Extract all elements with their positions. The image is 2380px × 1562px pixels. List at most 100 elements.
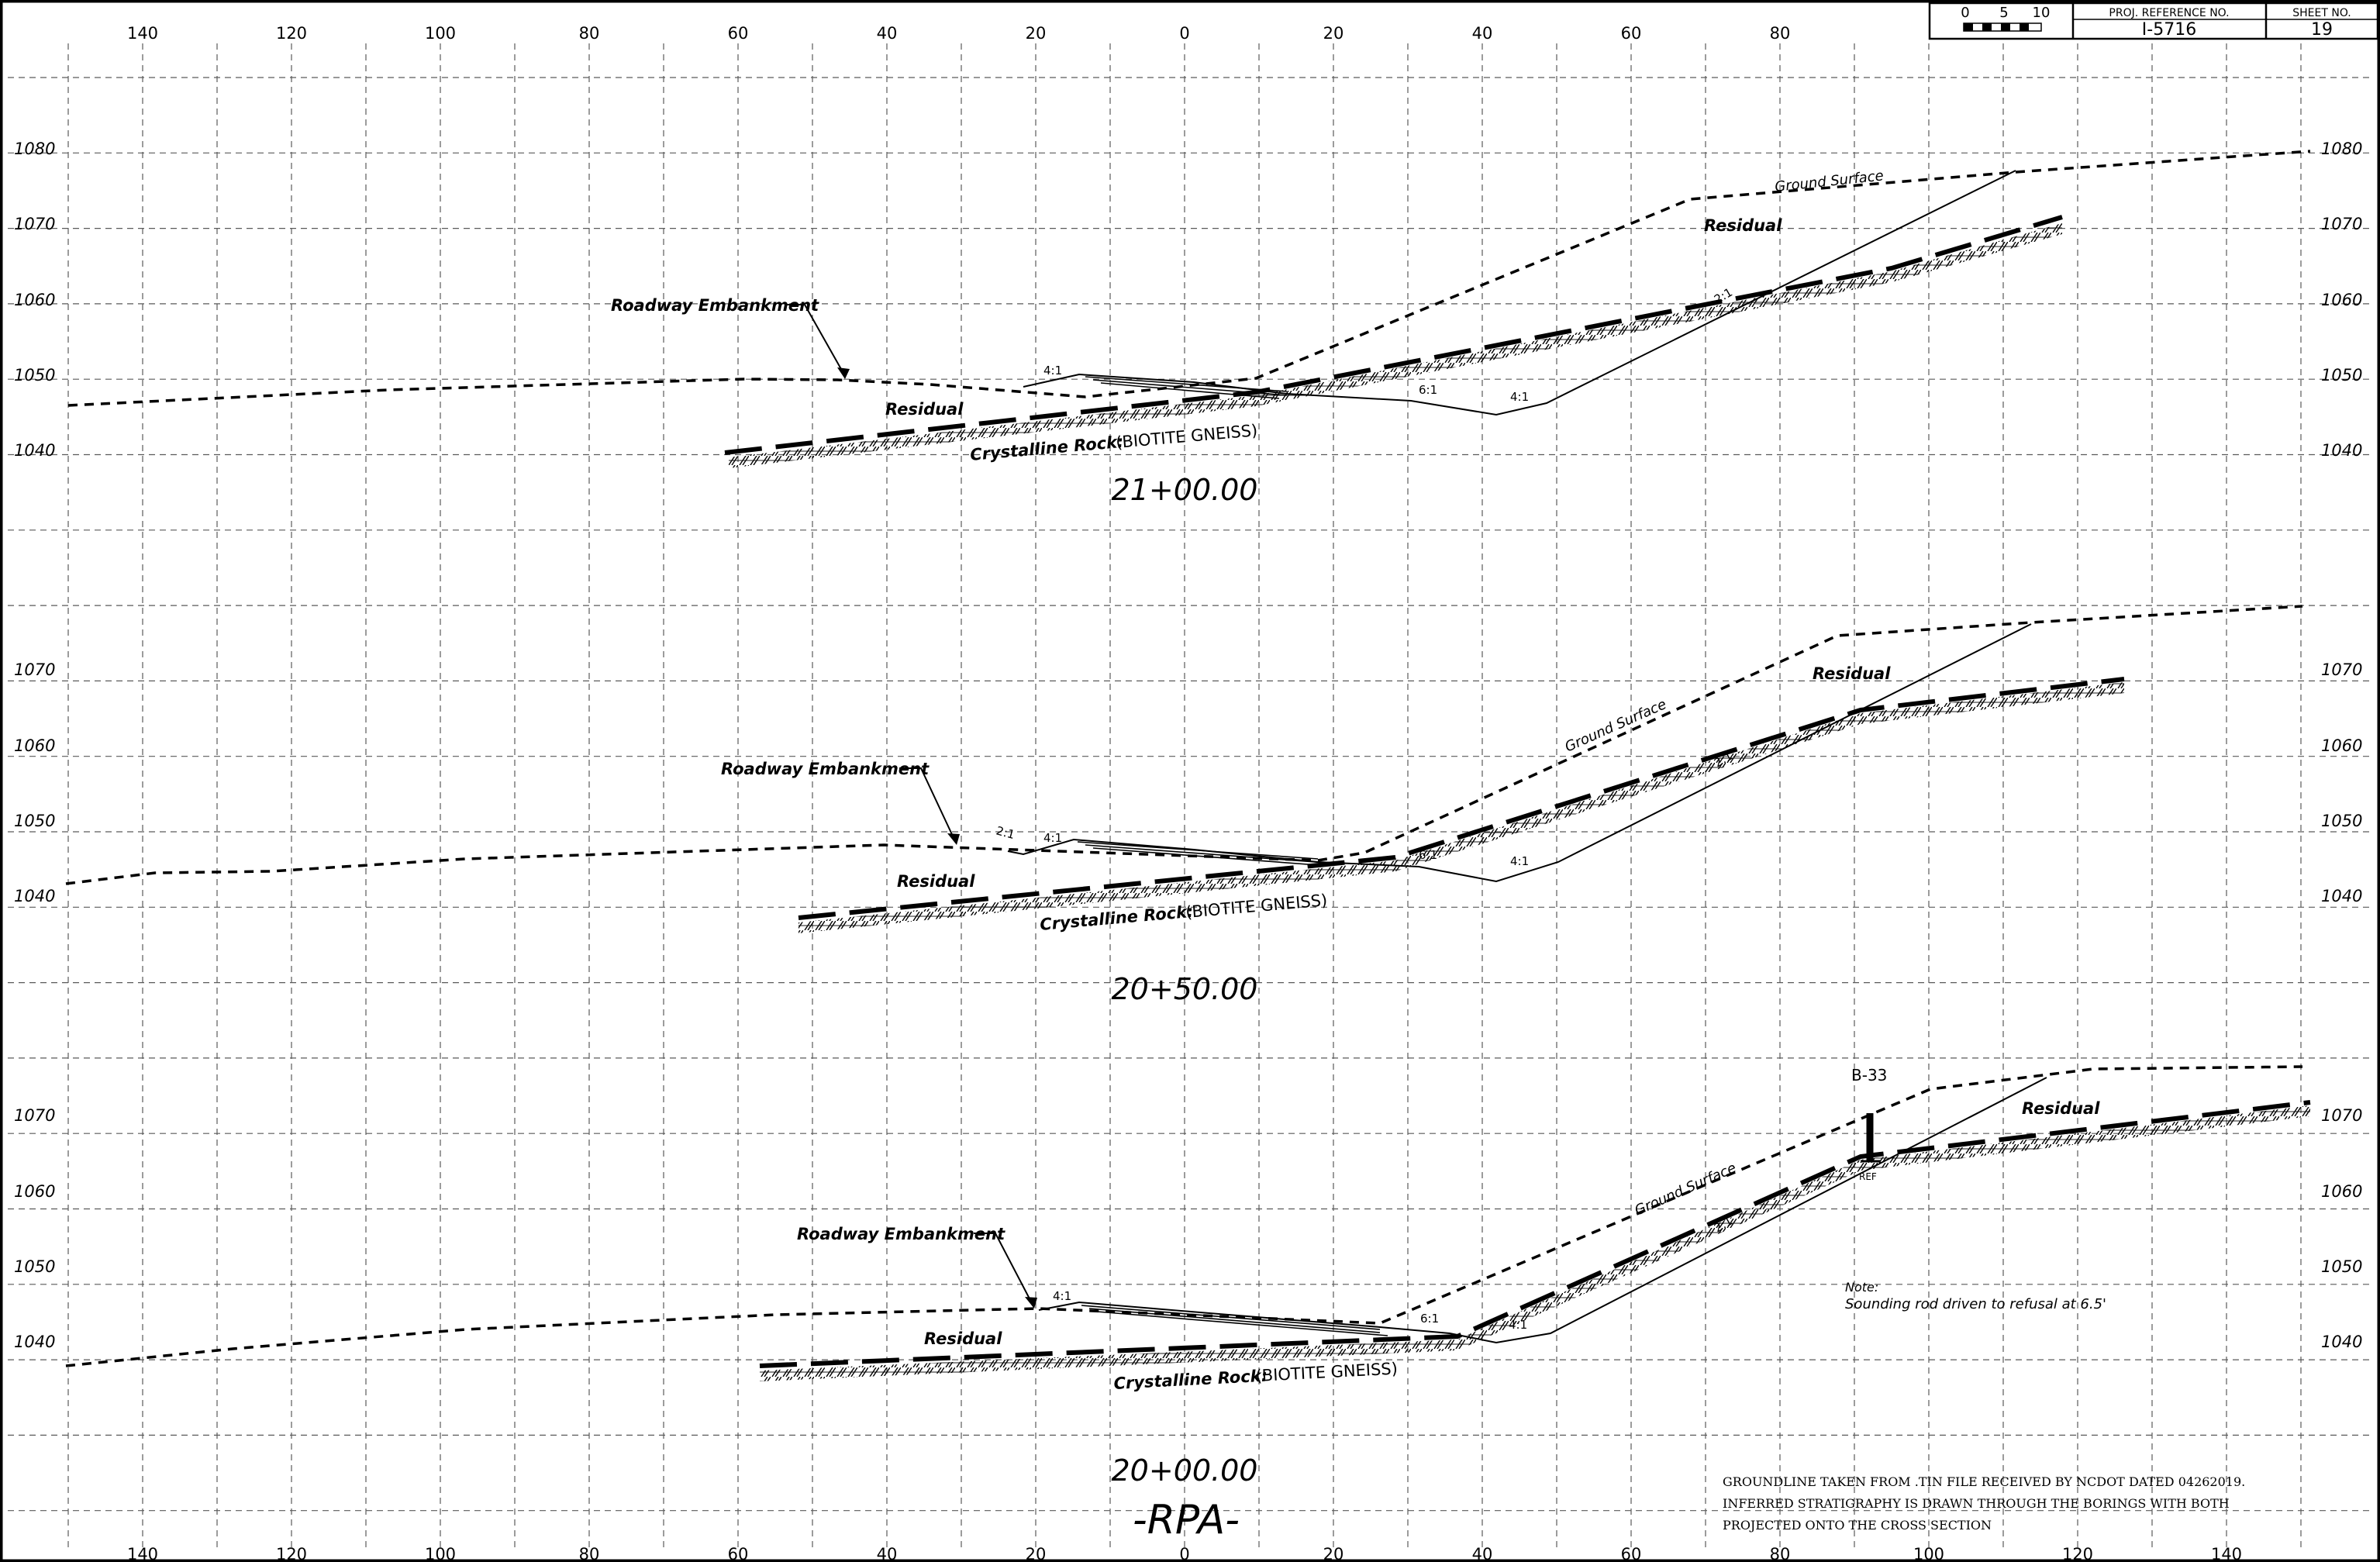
offset-label: 100	[425, 24, 456, 43]
footnote-line: PROJECTED ONTO THE CROSS SECTION	[1723, 1518, 1992, 1533]
station-label: 20+00.00	[1112, 1453, 1258, 1488]
roadway-embankment-label: Roadway Embankment	[611, 296, 819, 315]
leader-arrowhead	[837, 367, 850, 379]
ground-surface-label: Ground Surface	[1774, 167, 1884, 195]
offset-label: 60	[1621, 1545, 1642, 1562]
elevation-label-right: 1050	[2321, 366, 2362, 384]
offset-label: 80	[1770, 1545, 1791, 1562]
slope-label: 6:1	[1420, 1312, 1439, 1326]
boring-ref-label: REF	[1859, 1171, 1877, 1182]
residual-label: Residual	[924, 1329, 1002, 1348]
alignment-label: -RPA-	[1133, 1497, 1240, 1543]
elevation-label-right: 1070	[2321, 215, 2362, 233]
offset-label: 40	[877, 24, 898, 43]
elevation-label-left: 1040	[14, 1333, 55, 1351]
offset-label: 60	[728, 24, 749, 43]
roadway-embankment-label: Roadway Embankment	[797, 1225, 1005, 1243]
top-of-rock-line	[798, 677, 2125, 920]
offset-label: 40	[1472, 24, 1493, 43]
elevation-labels: 1080 1070 1060 1050 1040 1080 1070 1060 …	[14, 140, 2362, 460]
title-block: 0 5 10 PROJ. REFERENCE NO. I-5716 SHEET …	[1928, 2, 2379, 40]
rock-type-label: (BIOTITE GNEISS)	[1255, 1359, 1398, 1385]
elevation-label-left: 1070	[14, 215, 55, 233]
offset-label: 120	[276, 24, 307, 43]
elevation-label-left: 1070	[14, 1106, 55, 1125]
rock-hatch-band	[729, 223, 2062, 468]
pavement-layers	[1077, 841, 1326, 866]
elevation-label-left: 1050	[14, 812, 55, 830]
slope-label: 6:1	[1419, 848, 1437, 862]
ground-surface-line	[65, 1065, 2303, 1367]
offset-label: 0	[1179, 24, 1189, 43]
offset-label: 60	[728, 1545, 749, 1562]
slope-label: 4:1	[1509, 1318, 1527, 1332]
offset-label: 80	[1770, 24, 1791, 43]
elevation-label-right: 1050	[2321, 1257, 2362, 1276]
elevation-label-left: 1070	[14, 660, 55, 679]
offset-label: 80	[579, 1545, 600, 1562]
ground-surface-label: Ground Surface	[1632, 1160, 1738, 1219]
section-21-00: 1080 1070 1060 1050 1040 1080 1070 1060 …	[14, 140, 2362, 507]
elevation-label-right: 1070	[2321, 660, 2362, 679]
proj-ref-label: PROJ. REFERENCE NO.	[2109, 7, 2229, 19]
offset-label: 140	[2211, 1545, 2242, 1562]
ground-surface-label: Ground Surface	[1562, 696, 1668, 755]
offset-axis-top: 140 120 100 80 60 40 20 0 20 40 60 80	[127, 24, 1790, 43]
offset-axis-bottom: 140 120 100 80 60 40 20 0 20 40 60 80 10…	[127, 1545, 2242, 1562]
elevation-label-right: 1080	[2321, 140, 2362, 158]
top-of-rock-line	[724, 215, 2063, 455]
footnotes: GROUNDLINE TAKEN FROM .TIN FILE RECEIVED…	[1723, 1474, 2245, 1533]
elevation-labels: 1070 1060 1050 1040 1070 1060 1050 1040	[14, 1106, 2362, 1351]
offset-label: 40	[877, 1545, 898, 1562]
slope-label: 4:1	[1043, 831, 1062, 845]
station-label: 20+50.00	[1112, 972, 1258, 1006]
elevation-labels: 1070 1060 1050 1040 1070 1060 1050 1040	[14, 660, 2362, 905]
offset-label: 20	[1026, 1545, 1047, 1562]
crystalline-rock-label: Crystalline Rock:	[1113, 1367, 1268, 1393]
slope-label: 6:1	[1419, 383, 1437, 397]
elevation-label-left: 1040	[14, 441, 55, 460]
offset-label: 80	[579, 24, 600, 43]
slope-label: 4:1	[1043, 364, 1062, 378]
residual-label: Residual	[885, 400, 964, 419]
ground-surface-line	[65, 605, 2303, 885]
elevation-label-right: 1060	[2321, 291, 2362, 309]
residual-label: Residual	[1813, 664, 1891, 683]
footnote-line: GROUNDLINE TAKEN FROM .TIN FILE RECEIVED…	[1723, 1474, 2245, 1489]
boring-b33[interactable]: B-33 REF	[1851, 1066, 1887, 1182]
offset-label: 0	[1179, 1545, 1189, 1562]
elevation-label-right: 1060	[2321, 736, 2362, 755]
residual-label: Residual	[2022, 1099, 2100, 1118]
rock-type-label: (BIOTITE GNEISS)	[1115, 421, 1258, 452]
embankment-leader	[899, 767, 956, 842]
elevation-label-left: 1050	[14, 366, 55, 384]
residual-label: Residual	[1704, 216, 1782, 235]
offset-label: 20	[1026, 24, 1047, 43]
sheet-no-label: SHEET NO.	[2292, 7, 2351, 19]
elevation-label-right: 1040	[2321, 887, 2362, 905]
offset-label: 100	[1913, 1545, 1944, 1562]
offset-label: 120	[2062, 1545, 2093, 1562]
offset-label: 20	[1323, 24, 1344, 43]
offset-label: 100	[425, 1545, 456, 1562]
sheet-no-value: 19	[2311, 20, 2333, 40]
proposed-roadway-template	[1007, 623, 2032, 883]
grid	[8, 43, 2372, 1550]
proposed-roadway-template	[1023, 170, 2016, 416]
station-label: 21+00.00	[1112, 473, 1258, 507]
elevation-label-left: 1040	[14, 887, 55, 905]
roadway-embankment-label: Roadway Embankment	[721, 760, 930, 778]
offset-label: 20	[1323, 1545, 1344, 1562]
offset-label: 60	[1621, 24, 1642, 43]
offset-label: 120	[276, 1545, 307, 1562]
slope-label: 2:1	[995, 823, 1016, 842]
offset-label: 140	[127, 1545, 158, 1562]
rock-hatch-band	[799, 682, 2124, 933]
note-text: Sounding rod driven to refusal at 6.5'	[1845, 1296, 2106, 1312]
scale-label: 10	[2033, 5, 2051, 21]
rock-type-label: (BIOTITE GNEISS)	[1185, 891, 1328, 922]
footnote-line: INFERRED STRATIGRAPHY IS DRAWN THROUGH T…	[1723, 1496, 2230, 1511]
elevation-label-right: 1040	[2321, 1333, 2362, 1351]
